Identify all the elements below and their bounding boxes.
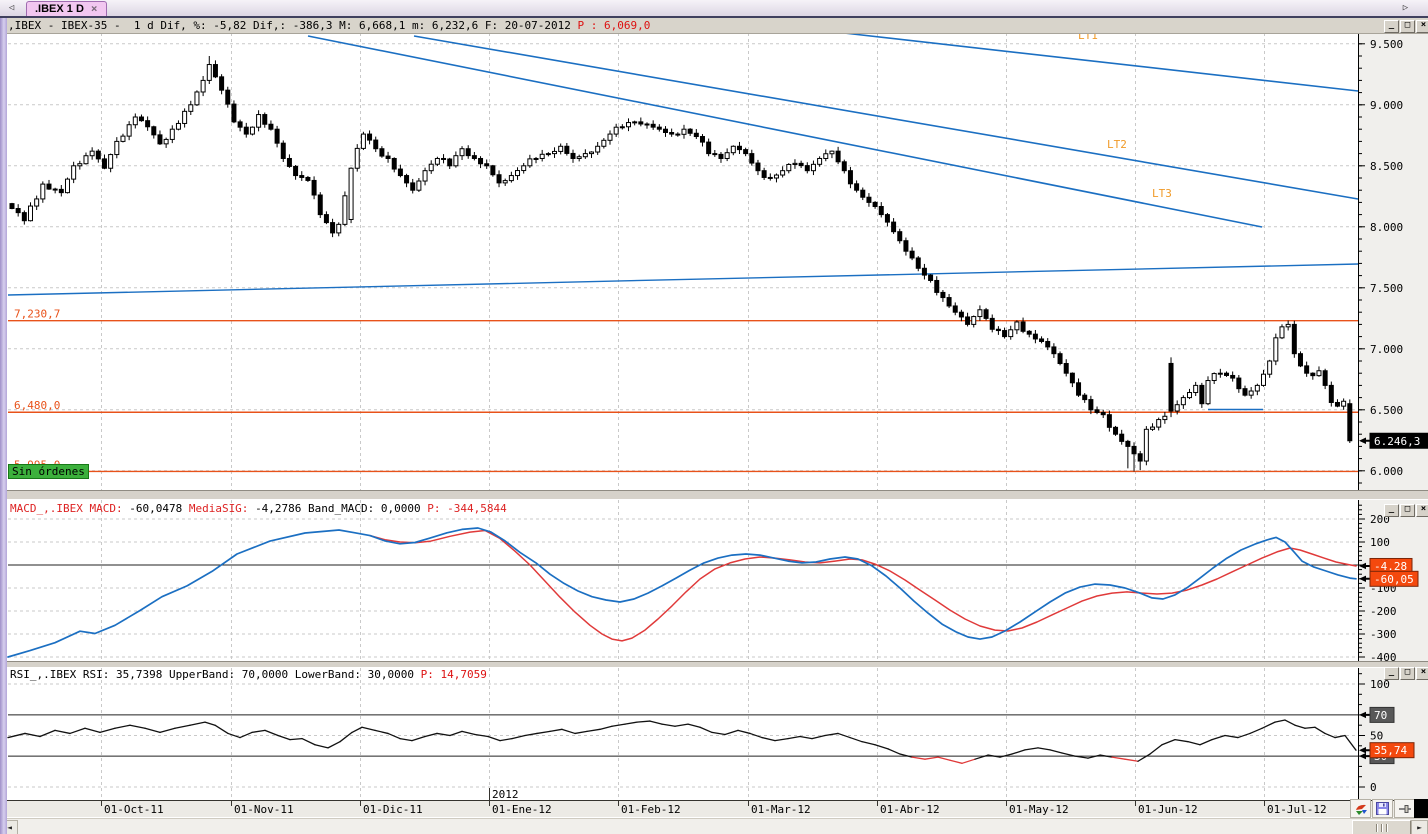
close-button[interactable]: × xyxy=(1416,504,1428,517)
minimize-button[interactable]: _ xyxy=(1384,20,1399,33)
maximize-button[interactable]: □ xyxy=(1400,20,1415,33)
tab-bar: ◁ .IBEX 1 D × ▷ xyxy=(0,0,1428,18)
svg-text:-60,05: -60,05 xyxy=(1374,573,1414,586)
time-axis: 01-Oct-11 01-Nov-11 01-Dic-11 01-Ene-12 01-F… xyxy=(0,788,1428,817)
tab-close-icon[interactable]: × xyxy=(90,2,98,15)
main-pane-window-buttons: _ □ × xyxy=(1384,20,1428,33)
svg-text:7.500: 7.500 xyxy=(1370,282,1403,295)
rsi-indicator-header: RSI_,.IBEX RSI: 35,7398 UpperBand: 70,00… xyxy=(10,668,487,681)
horizontal-scrollbar[interactable]: ◄ ► xyxy=(0,818,1428,834)
quote-header: ,IBEX - IBEX-35 - 1 d Dif, %: -5,82 Dif,… xyxy=(0,18,1428,34)
svg-text:01-Ene-12: 01-Ene-12 xyxy=(492,803,552,816)
svg-text:-400: -400 xyxy=(1370,651,1397,664)
reference-lines xyxy=(8,564,1358,757)
svg-text:01-Abr-12: 01-Abr-12 xyxy=(880,803,940,816)
svg-text:01-Oct-11: 01-Oct-11 xyxy=(104,803,164,816)
svg-text:6.000: 6.000 xyxy=(1370,465,1403,478)
svg-text:100: 100 xyxy=(1370,536,1390,549)
close-button[interactable]: × xyxy=(1416,667,1428,680)
tab-scroll-right-button[interactable]: ▷ xyxy=(1402,3,1409,13)
minimize-button[interactable]: _ xyxy=(1384,667,1399,680)
minimize-button[interactable]: _ xyxy=(1384,504,1399,517)
svg-text:7.000: 7.000 xyxy=(1370,343,1403,356)
value-axes: 9.500 9.000 8.500 8.000 7.500 7.000 6.500 6.000… xyxy=(1358,33,1403,800)
svg-text:6.246,3: 6.246,3 xyxy=(1374,435,1420,448)
svg-text:01-May-12: 01-May-12 xyxy=(1009,803,1069,816)
tab-scroll-left-button[interactable]: ◁ xyxy=(8,3,15,13)
svg-text:9.000: 9.000 xyxy=(1370,99,1403,112)
save-button[interactable] xyxy=(1372,799,1393,818)
svg-text:-200: -200 xyxy=(1370,605,1397,618)
svg-text:100: 100 xyxy=(1370,678,1390,691)
svg-text:7,230,7: 7,230,7 xyxy=(14,308,60,321)
svg-text:01-Feb-12: 01-Feb-12 xyxy=(621,803,681,816)
value-boxes: 6.246,3-4.28-60,05703035,74 xyxy=(1359,432,1428,765)
maximize-button[interactable]: □ xyxy=(1400,504,1415,517)
svg-text:50: 50 xyxy=(1370,730,1383,743)
svg-text:LT2: LT2 xyxy=(1107,138,1127,151)
svg-text:9.500: 9.500 xyxy=(1370,38,1403,51)
svg-text:70: 70 xyxy=(1374,709,1387,722)
svg-text:0: 0 xyxy=(1370,781,1377,794)
price-levels: 7,230,76,480,05,995,0 xyxy=(8,308,1358,473)
black-square-icon[interactable] xyxy=(1414,799,1428,818)
svg-text:-300: -300 xyxy=(1370,628,1397,641)
svg-text:01-Dic-11: 01-Dic-11 xyxy=(363,803,423,816)
svg-text:01-Nov-11: 01-Nov-11 xyxy=(234,803,294,816)
scrollbar-thumb[interactable] xyxy=(1352,820,1411,834)
maximize-button[interactable]: □ xyxy=(1400,667,1415,680)
chart-tab[interactable]: .IBEX 1 D × xyxy=(26,1,107,16)
macd-lines xyxy=(7,527,1357,658)
sin-ordenes-badge[interactable]: Sin órdenes xyxy=(8,464,89,479)
rsi-pane-window-buttons: _ □ × xyxy=(1384,667,1428,680)
svg-text:6,480,0: 6,480,0 xyxy=(14,399,60,412)
macd-pane-window-buttons: _ □ × xyxy=(1384,504,1428,517)
svg-text:8.000: 8.000 xyxy=(1370,221,1403,234)
svg-text:01-Jun-12: 01-Jun-12 xyxy=(1138,803,1198,816)
svg-text:01-Jul-12: 01-Jul-12 xyxy=(1267,803,1327,816)
svg-text:2012: 2012 xyxy=(492,788,519,801)
svg-text:8.500: 8.500 xyxy=(1370,160,1403,173)
save-icon xyxy=(1376,802,1389,815)
svg-text:01-Mar-12: 01-Mar-12 xyxy=(751,803,811,816)
close-button[interactable]: × xyxy=(1416,20,1428,33)
tab-label: .IBEX 1 D xyxy=(35,3,84,15)
svg-text:35,74: 35,74 xyxy=(1374,744,1407,757)
svg-text:LT3: LT3 xyxy=(1152,187,1172,200)
scroll-right-button[interactable]: ► xyxy=(1411,820,1428,834)
chart-logo-icon xyxy=(1355,804,1367,815)
pin-button[interactable] xyxy=(1394,799,1415,818)
rsi-line xyxy=(7,719,1357,764)
svg-text:-4.28: -4.28 xyxy=(1374,560,1407,573)
candlesticks xyxy=(9,56,1353,472)
pin-icon xyxy=(1398,804,1411,813)
svg-text:6.500: 6.500 xyxy=(1370,404,1403,417)
window-left-edge xyxy=(0,18,7,834)
pane-backgrounds xyxy=(0,33,1428,800)
macd-indicator-header: MACD_,.IBEX MACD: -60,0478 MediaSIG: -4,… xyxy=(10,502,507,515)
app-logo-button[interactable] xyxy=(1350,799,1371,818)
